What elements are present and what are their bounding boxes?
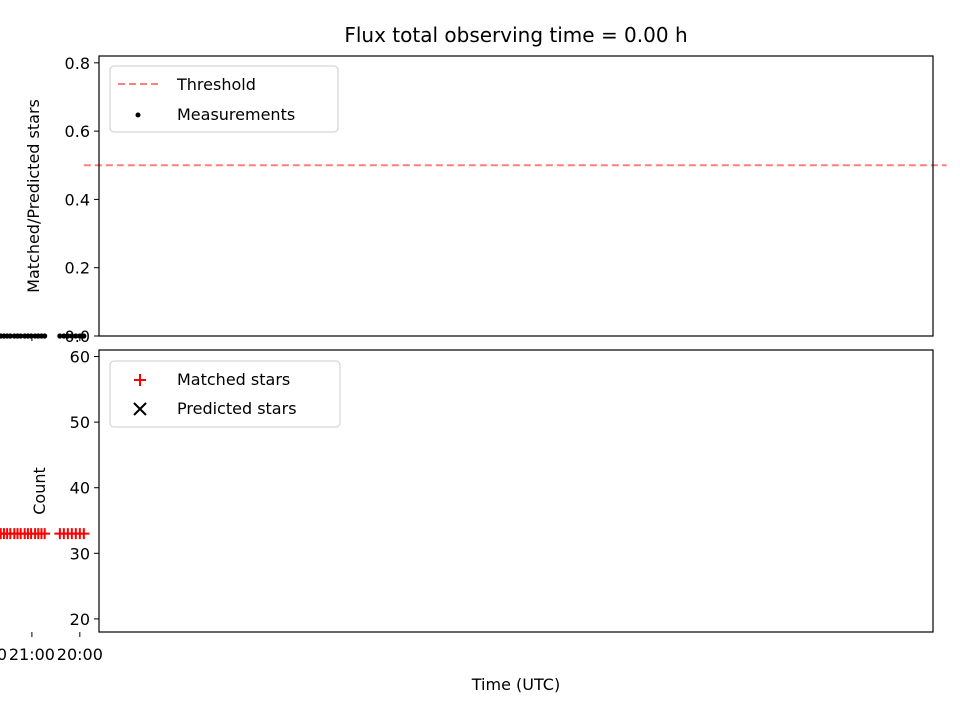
measurement-point [0, 333, 4, 339]
top-plot-panel: 0.00.20.40.60.8 Matched/Predicted stars … [0, 54, 947, 346]
top-y-tick-label: 0.4 [65, 190, 90, 209]
bottom-y-axis-label: Count [30, 467, 49, 515]
measurement-point [65, 333, 71, 339]
top-y-tick-label: 0.6 [65, 122, 90, 141]
measurement-point [22, 333, 28, 339]
bottom-y-ticks: 20 30 40 50 60 [70, 348, 99, 629]
measurement-point [11, 333, 17, 339]
top-y-axis-label: Matched/Predicted stars [24, 99, 43, 293]
bottom-y-tick-label: 60 [70, 348, 90, 367]
bottom-legend: Matched stars Predicted stars [109, 360, 341, 428]
threshold-legend-label: Threshold [176, 75, 256, 94]
bottom-legend-box [109, 360, 341, 428]
bottom-y-tick-label: 40 [70, 479, 90, 498]
bottom-y-tick-label: 50 [70, 413, 90, 432]
bottom-plot-frame [98, 349, 934, 633]
top-y-tick-label: 0.2 [65, 259, 90, 278]
top-y-ticks: 0.0 0.2 0.4 0.6 0.8 [65, 54, 99, 346]
x-tick-label: 21:00 [9, 645, 55, 664]
bottom-y-tick-label: 30 [70, 544, 90, 563]
chart-title: Flux total observing time = 0.00 h [344, 23, 687, 47]
matched-legend-swatch [134, 374, 146, 386]
bottom-plot-data-layer [0, 528, 90, 540]
predicted-legend-swatch [133, 402, 147, 416]
measurement-point [69, 333, 75, 339]
top-plot-data-layer [0, 164, 947, 339]
matched-star-marker [54, 528, 66, 540]
measurements-legend-swatch [135, 112, 141, 118]
matched-star-marker [0, 532, 3, 535]
bottom-plot-panel: 20 30 40 50 60 20:0021:0022:0023:0000:0001:0… [0, 348, 934, 694]
top-legend-box [109, 65, 339, 133]
x-tick-label: 22:00 [0, 645, 7, 664]
measurement-point [32, 333, 38, 339]
top-y-tick-label: 0.0 [65, 327, 90, 346]
measurement-point [61, 333, 67, 339]
top-legend: Threshold Measurements [109, 65, 339, 133]
top-y-tick-label: 0.8 [65, 54, 90, 73]
x-tick-label: 20:00 [57, 645, 103, 664]
x-axis-label: Time (UTC) [471, 675, 560, 694]
predicted-legend-label: Predicted stars [177, 399, 297, 418]
top-x-ticks [31, 336, 81, 341]
measurement-point [57, 333, 63, 339]
top-plot-frame [98, 55, 934, 337]
measurement-point [81, 333, 87, 339]
measurement-point [73, 333, 79, 339]
bottom-y-tick-label: 20 [70, 610, 90, 629]
matched-legend-label: Matched stars [177, 370, 290, 389]
measurements-legend-label: Measurements [177, 105, 295, 124]
